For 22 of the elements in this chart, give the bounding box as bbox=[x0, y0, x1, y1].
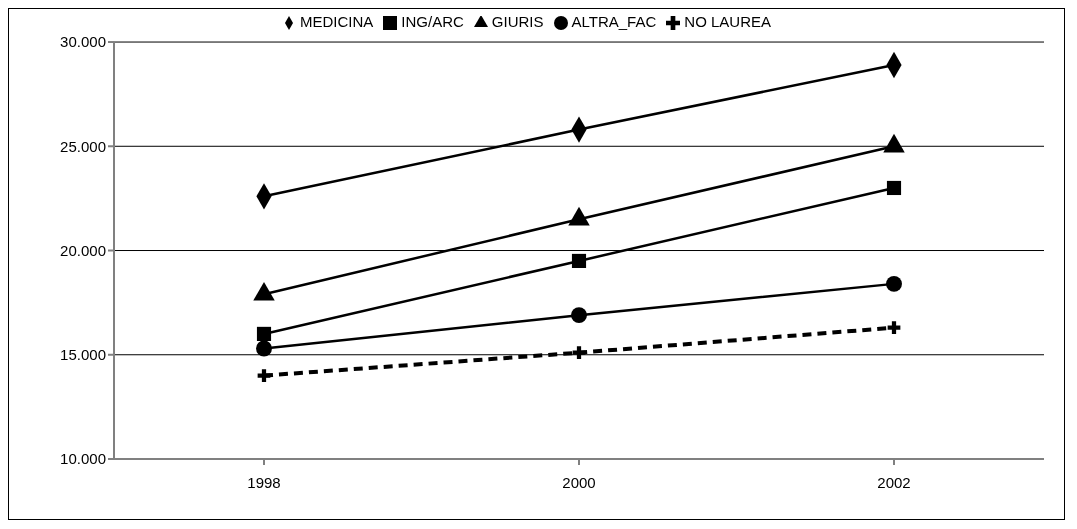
point bbox=[886, 180, 902, 196]
y-tick-label: 10.000 bbox=[60, 450, 106, 468]
legend-label: ALTRA_FAC bbox=[571, 13, 657, 30]
x-tick-label: 2002 bbox=[877, 473, 911, 491]
y-tick-label: 30.000 bbox=[60, 33, 106, 51]
point bbox=[887, 321, 901, 335]
point bbox=[256, 340, 272, 357]
x-tick-label: 1998 bbox=[247, 473, 281, 491]
x-tick-label: 2000 bbox=[562, 473, 596, 491]
y-tick-label: 25.000 bbox=[60, 137, 106, 155]
point bbox=[886, 275, 902, 292]
point bbox=[571, 307, 587, 324]
legend-label: GIURIS bbox=[491, 13, 544, 30]
point bbox=[572, 346, 586, 360]
y-tick-label: 20.000 bbox=[60, 241, 106, 259]
legend-label: ING/ARC bbox=[401, 13, 464, 30]
point bbox=[571, 253, 587, 269]
legend-label: NO LAUREA bbox=[684, 13, 771, 30]
legend-label: MEDICINA bbox=[300, 13, 374, 30]
point bbox=[256, 326, 272, 341]
point bbox=[257, 369, 271, 382]
y-tick-label: 15.000 bbox=[60, 346, 106, 364]
